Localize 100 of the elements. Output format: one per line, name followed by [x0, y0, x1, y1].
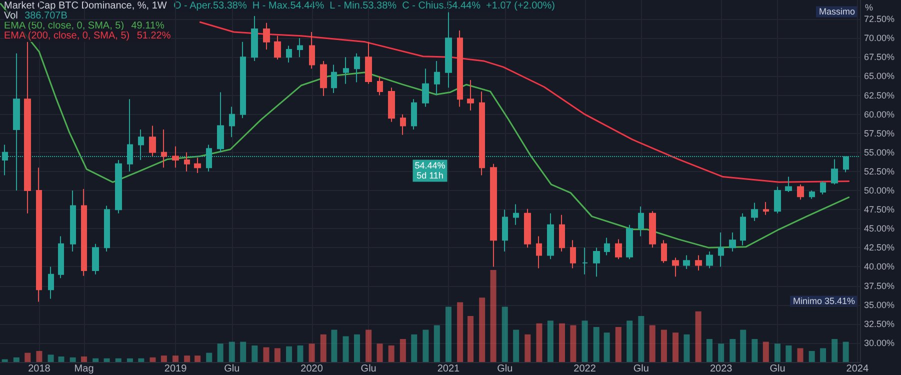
bar	[786, 345, 792, 362]
y-tick-label: 47.50%	[864, 204, 895, 215]
candlestick	[309, 32, 315, 70]
y-tick-label: 62.50%	[864, 90, 895, 100]
bar	[126, 358, 133, 362]
bar	[718, 344, 724, 362]
candlestick	[683, 254, 690, 270]
candlestick	[649, 210, 656, 248]
bar	[184, 356, 190, 362]
x-tick-label: 2019	[164, 364, 188, 374]
candlestick	[718, 232, 724, 268]
y-tick-label: 45.00%	[864, 224, 895, 234]
bar	[808, 350, 815, 362]
y-tick-label: 30.00%	[864, 338, 895, 348]
candlestick	[92, 243, 99, 275]
y-tick-label: 42.50%	[864, 242, 895, 253]
bar	[286, 346, 292, 362]
bar	[24, 352, 31, 362]
candlestick	[695, 254, 702, 272]
candlestick	[320, 60, 327, 97]
text: Vol	[4, 10, 18, 22]
candlestick	[172, 146, 179, 168]
bar	[672, 332, 679, 362]
bar	[797, 348, 804, 362]
x-tick-label: Glu	[497, 364, 513, 374]
y-axis-title: %	[865, 2, 874, 12]
candlestick	[729, 232, 736, 252]
bar	[774, 344, 780, 362]
bar	[502, 306, 508, 362]
bar	[820, 348, 826, 362]
bar	[490, 270, 496, 362]
bar	[320, 334, 326, 362]
bar	[366, 330, 372, 362]
candlestick	[626, 224, 633, 260]
candlestick	[365, 41, 372, 84]
candlestick	[388, 87, 395, 122]
x-tick-label: 2020	[300, 364, 324, 374]
y-tick-label: 57.50%	[864, 128, 895, 138]
candlestick	[297, 38, 303, 58]
bar	[342, 336, 349, 362]
x-tick-label: Glu	[633, 364, 649, 374]
candlestick	[81, 188, 87, 276]
bar	[570, 325, 576, 362]
bar	[70, 357, 76, 362]
bar	[730, 339, 736, 362]
bar	[194, 356, 201, 362]
candlestick	[785, 176, 792, 193]
bar	[422, 330, 429, 362]
candlestick	[422, 68, 429, 108]
candlestick	[820, 180, 826, 195]
candlestick	[411, 98, 417, 130]
bar	[762, 342, 769, 362]
y-tick-label: 40.00%	[864, 262, 895, 272]
candlestick	[161, 129, 167, 168]
x-tick-label: Glu	[224, 364, 240, 374]
bar	[376, 344, 383, 362]
bar	[13, 357, 20, 362]
bar	[150, 357, 156, 362]
candlestick	[377, 76, 383, 96]
candlestick	[740, 212, 746, 246]
candlestick	[434, 60, 440, 96]
candlestick	[524, 208, 531, 248]
series-label: EMA (50, close, 0, SMA, 5)	[4, 20, 124, 32]
bar	[48, 354, 54, 362]
x-tick-label: 2018	[28, 364, 51, 374]
bar	[274, 348, 280, 362]
candlestick	[343, 56, 349, 84]
bar	[240, 342, 246, 362]
candlestick	[536, 236, 542, 269]
bar	[263, 347, 270, 362]
bar	[331, 330, 338, 362]
candlestick	[194, 157, 201, 174]
candlestick	[582, 247, 588, 275]
bar	[582, 320, 588, 362]
bar	[138, 358, 144, 362]
bar	[36, 350, 42, 362]
candlestick	[513, 204, 519, 226]
candlestick	[24, 41, 31, 214]
bar	[445, 306, 452, 362]
y-tick-label: 72.50%	[864, 14, 895, 24]
x-tick-label: Glu	[360, 364, 376, 374]
x-tick-label: Glu	[770, 364, 786, 374]
y-tick-label: 32.50%	[864, 318, 895, 329]
x-tick-label: 2023	[710, 364, 733, 374]
bar	[513, 330, 520, 362]
candlestick	[115, 160, 122, 214]
bar	[457, 302, 464, 362]
y-tick-label: 35.00%	[864, 300, 895, 310]
bar	[354, 334, 360, 362]
candlestick	[831, 158, 838, 185]
bar	[684, 334, 690, 362]
bar	[217, 344, 224, 362]
bar	[172, 356, 179, 362]
candlestick	[638, 206, 644, 237]
candlestick	[559, 214, 565, 252]
bar	[695, 311, 702, 362]
y-tick-label: 60.00%	[864, 109, 895, 120]
candlestick	[615, 238, 622, 260]
bar	[706, 339, 713, 362]
bar	[479, 298, 486, 362]
